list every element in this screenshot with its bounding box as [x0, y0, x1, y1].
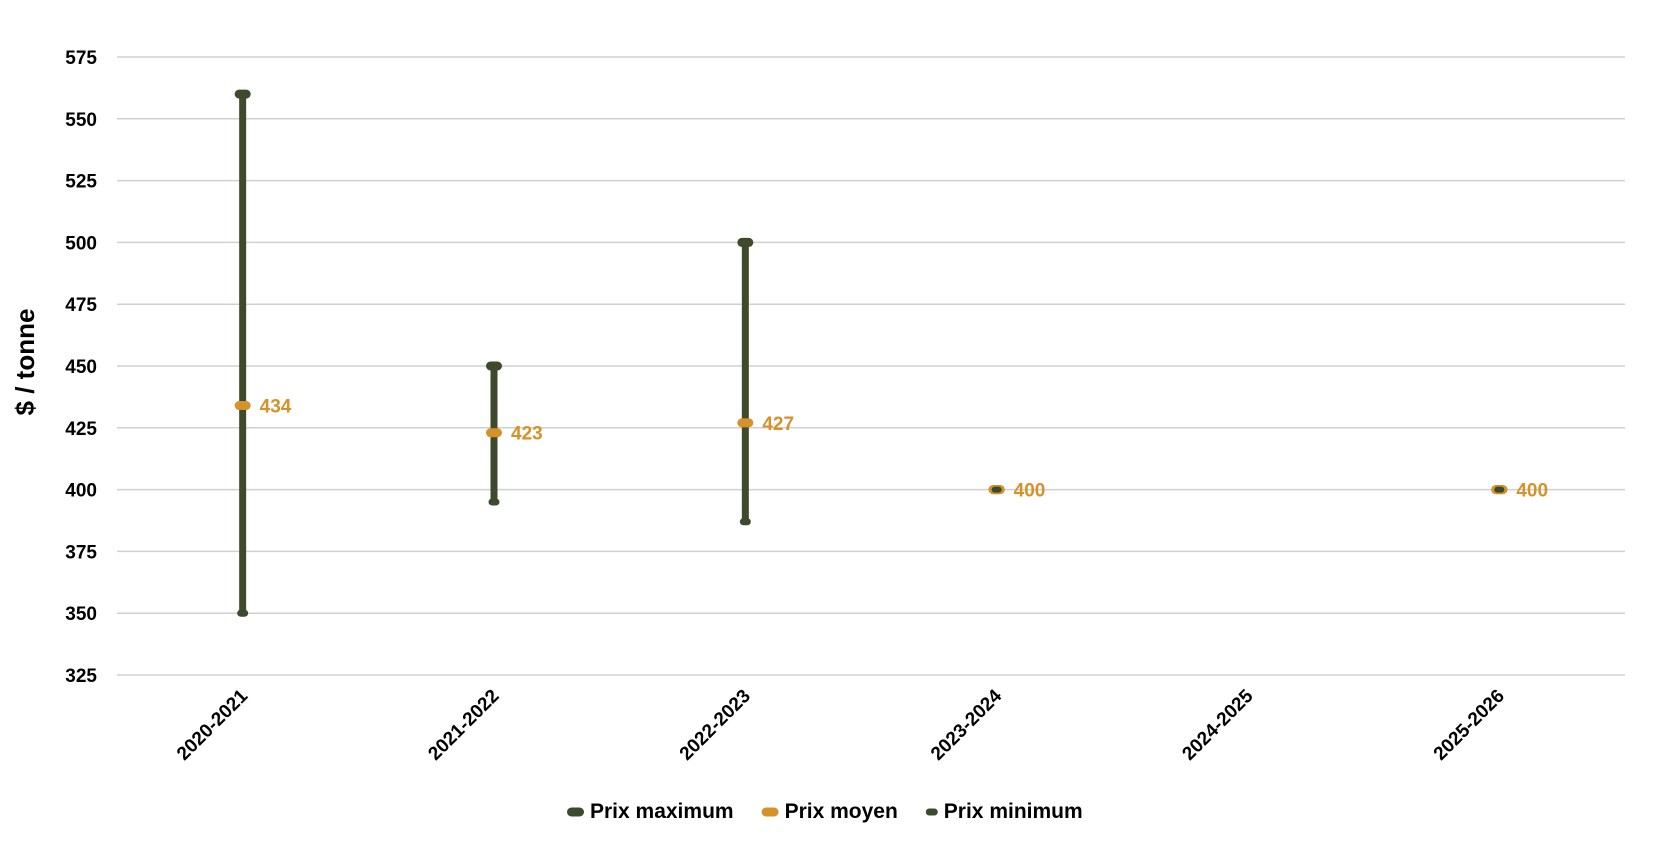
- x-tick-label: 2020-2021: [173, 685, 252, 764]
- y-tick-label: 400: [65, 481, 97, 502]
- y-tick-label: 425: [65, 419, 97, 440]
- max-marker-inner: [991, 486, 1002, 493]
- min-marker: [739, 518, 751, 526]
- mean-data-label: 423: [511, 424, 543, 445]
- y-tick-label: 575: [65, 48, 97, 69]
- x-axis-ticks: 2020-2021 2021-2022 2022-2023 2023-2024 2024…: [173, 685, 1509, 764]
- legend-swatch: [567, 807, 584, 817]
- x-tick-label: 2022-2023: [676, 686, 755, 765]
- mean-data-label: 400: [1516, 481, 1548, 502]
- mean-marker: [234, 401, 251, 411]
- y-axis-ticks: 325 350 375 400 425 450 475 500 525 550 575: [65, 48, 97, 687]
- mean-marker: [486, 428, 502, 438]
- x-tick-label: 2021-2022: [424, 686, 503, 765]
- max-marker-inner: [1494, 486, 1505, 493]
- legend-swatch: [761, 807, 779, 817]
- max-marker: [486, 361, 502, 371]
- series-marks: [234, 89, 1508, 617]
- y-axis-label: $ / tonne: [10, 309, 40, 416]
- y-tick-label: 550: [65, 110, 97, 131]
- y-tick-label: 350: [65, 604, 97, 625]
- max-marker: [737, 237, 754, 247]
- mean-data-label: 400: [1014, 481, 1046, 502]
- y-tick-label: 375: [65, 542, 97, 563]
- x-tick-label: 2024-2025: [1178, 685, 1257, 764]
- legend-label: Prix minimum: [944, 800, 1083, 823]
- x-tick-label: 2023-2024: [927, 685, 1006, 764]
- legend-label: Prix moyen: [785, 800, 898, 823]
- data-labels: 434 423 427 400 400: [260, 397, 1548, 502]
- max-marker: [234, 89, 251, 99]
- legend: Prix maximum Prix moyen Prix minimum: [567, 800, 1083, 823]
- y-tick-label: 500: [65, 233, 97, 254]
- legend-swatch: [925, 808, 938, 816]
- y-tick-label: 450: [65, 357, 97, 378]
- min-marker: [488, 498, 500, 506]
- y-tick-label: 325: [65, 666, 97, 687]
- mean-data-label: 427: [762, 414, 794, 435]
- x-tick-label: 2025-2026: [1430, 686, 1509, 765]
- legend-label: Prix maximum: [590, 800, 734, 823]
- mean-marker: [737, 418, 754, 428]
- min-marker: [237, 609, 249, 617]
- y-tick-label: 525: [65, 172, 97, 193]
- y-tick-label: 475: [65, 295, 97, 316]
- gridlines: [117, 56, 1625, 676]
- mean-data-label: 434: [260, 397, 292, 418]
